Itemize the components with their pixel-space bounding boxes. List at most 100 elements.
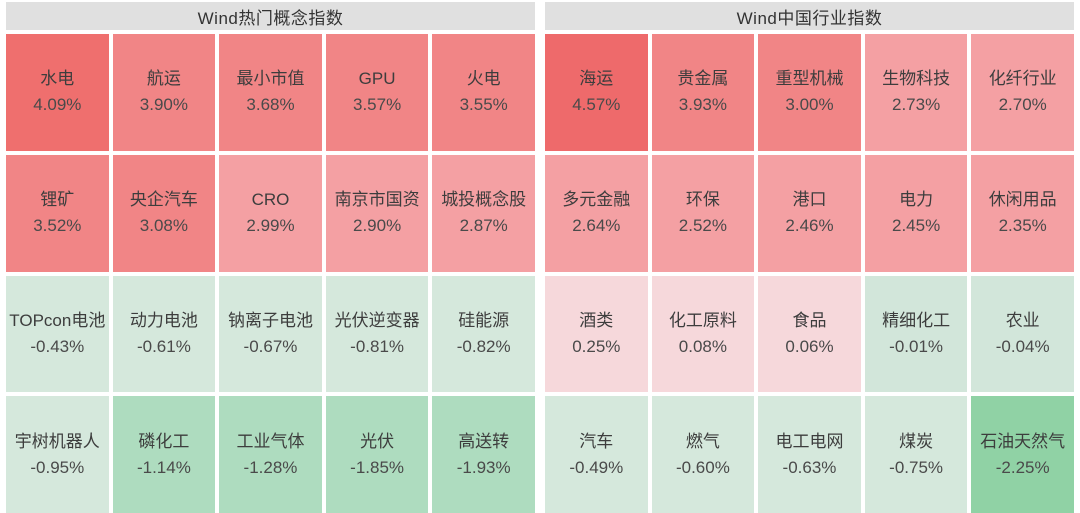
heatmap-tile[interactable]: TOPcon电池 -0.43% [6,275,109,393]
tile-name: 水电 [40,69,75,89]
tile-value: 2.64% [572,216,621,236]
tile-name: 化纤行业 [988,69,1057,89]
tile-value: -0.67% [243,336,298,356]
tile-name: 环保 [685,190,720,210]
tile-value: 2.73% [891,95,941,115]
tile-value: -0.49% [569,457,624,477]
tile-name: 磷化工 [138,431,190,451]
tile-value: 2.90% [352,216,402,236]
tile-value: -0.81% [350,336,405,356]
tile-value: -0.75% [889,457,944,477]
heatmap-tile[interactable]: 燃气 -0.60% [651,396,755,513]
heatmap-tile[interactable]: 生物科技 2.73% [864,34,968,151]
heatmap-tile[interactable]: 水电 4.09% [6,34,109,151]
heatmap-tile[interactable]: CRO 2.99% [219,154,322,272]
heatmap-tile[interactable]: 高送转 -1.93% [432,396,535,513]
tile-value: 2.45% [891,216,941,236]
heatmap-tile[interactable]: 钠离子电池 -0.67% [219,275,322,393]
heatmap-tile[interactable]: 航运 3.90% [112,34,216,151]
tile-name: 钠离子电池 [227,310,313,330]
heatmap-tile[interactable]: 多元金融 2.64% [545,154,648,272]
tile-name: 锂矿 [40,190,75,210]
tile-value: 3.93% [678,95,727,115]
tile-value: -1.93% [456,457,511,477]
tile-name: 燃气 [685,431,720,451]
heatmap-tile[interactable]: GPU 3.57% [325,34,429,151]
tile-name: 港口 [792,190,827,210]
tile-value: -0.82% [456,336,511,356]
heatmap-tile[interactable]: 硅能源 -0.82% [432,275,535,393]
heatmap-tile[interactable]: 动力电池 -0.61% [112,275,216,393]
heatmap-tile[interactable]: 南京市国资 2.90% [325,154,429,272]
heatmap-tile[interactable]: 最小市值 3.68% [219,34,322,151]
tile-name: 城投概念股 [441,190,527,210]
tile-value: -0.01% [889,336,944,356]
heatmap-tile[interactable]: 环保 2.52% [651,154,755,272]
tile-value: 3.00% [785,95,834,115]
tile-value: 0.25% [572,336,621,356]
heatmap-tile[interactable]: 城投概念股 2.87% [432,154,535,272]
heatmap-tile[interactable]: 农业 -0.04% [971,275,1074,393]
tile-value: -1.14% [136,457,191,477]
heatmap-tile[interactable]: 精细化工 -0.01% [864,275,968,393]
tile-name: 航运 [146,69,181,89]
heatmap-tile[interactable]: 化纤行业 2.70% [971,34,1074,151]
heatmap-tile[interactable]: 光伏逆变器 -0.81% [325,275,429,393]
tile-value: 4.09% [33,95,82,115]
tile-value: -0.61% [136,336,191,356]
tile-value: -0.63% [782,457,837,477]
industry-index-group: Wind中国行业指数 海运 4.57% 贵金属 3.93% 重型机械 3.00%… [545,2,1074,513]
tile-value: 3.52% [33,216,82,236]
tile-value: 2.52% [678,216,727,236]
tile-name: 多元金融 [562,190,631,210]
tile-value: 2.46% [785,216,834,236]
concept-index-title: Wind热门概念指数 [6,2,535,30]
heatmap-tile[interactable]: 宇树机器人 -0.95% [6,396,109,513]
heatmap-tile[interactable]: 海运 4.57% [545,34,648,151]
tile-value: 3.57% [352,95,402,115]
heatmap-tile[interactable]: 锂矿 3.52% [6,154,109,272]
heatmap-tile[interactable]: 央企汽车 3.08% [112,154,216,272]
tile-name: CRO [251,190,290,210]
heatmap-tile[interactable]: 石油天然气 -2.25% [971,396,1074,513]
tile-name: 精细化工 [882,310,951,330]
tile-value: 3.68% [246,95,295,115]
heatmap-tile[interactable]: 电力 2.45% [864,154,968,272]
tile-value: 2.99% [246,216,295,236]
tile-name: TOPcon电池 [9,310,106,330]
tile-name: 生物科技 [882,69,951,89]
tile-name: 重型机械 [775,69,844,89]
tile-name: 工业气体 [236,431,305,451]
heatmap-tile[interactable]: 化工原料 0.08% [651,275,755,393]
heatmap-tile[interactable]: 光伏 -1.85% [325,396,429,513]
tile-name: GPU [358,69,396,89]
heatmap-tile[interactable]: 汽车 -0.49% [545,396,648,513]
heatmap-tile[interactable]: 煤炭 -0.75% [864,396,968,513]
heatmap-tile[interactable]: 酒类 0.25% [545,275,648,393]
heatmap-tile[interactable]: 港口 2.46% [758,154,861,272]
tile-name: 火电 [466,69,501,89]
heatmap-tile[interactable]: 火电 3.55% [432,34,535,151]
industry-index-title: Wind中国行业指数 [545,2,1074,30]
heatmap-tile[interactable]: 磷化工 -1.14% [112,396,216,513]
tile-name: 电力 [899,190,934,210]
tile-name: 高送转 [458,431,510,451]
tile-value: 3.08% [139,216,188,236]
heatmap-tile[interactable]: 休闲用品 2.35% [971,154,1074,272]
heatmap-tile[interactable]: 工业气体 -1.28% [219,396,322,513]
tile-name: 海运 [579,69,614,89]
heatmap-tile[interactable]: 电工电网 -0.63% [758,396,861,513]
concept-index-tiles: 水电 4.09% 航运 3.90% 最小市值 3.68% GPU 3.57% 火… [6,34,535,513]
heatmap-tile[interactable]: 重型机械 3.00% [758,34,861,151]
industry-index-tiles: 海运 4.57% 贵金属 3.93% 重型机械 3.00% 生物科技 2.73%… [545,34,1074,513]
heatmap-tile[interactable]: 食品 0.06% [758,275,861,393]
tile-name: 化工原料 [668,310,737,330]
tile-name: 动力电池 [129,310,198,330]
heatmap-tile[interactable]: 贵金属 3.93% [651,34,755,151]
tile-name: 最小市值 [236,69,305,89]
tile-name: 汽车 [579,431,614,451]
tile-value: -0.04% [995,336,1050,356]
tile-value: 2.35% [998,216,1047,236]
tile-value: -0.43% [30,336,85,356]
